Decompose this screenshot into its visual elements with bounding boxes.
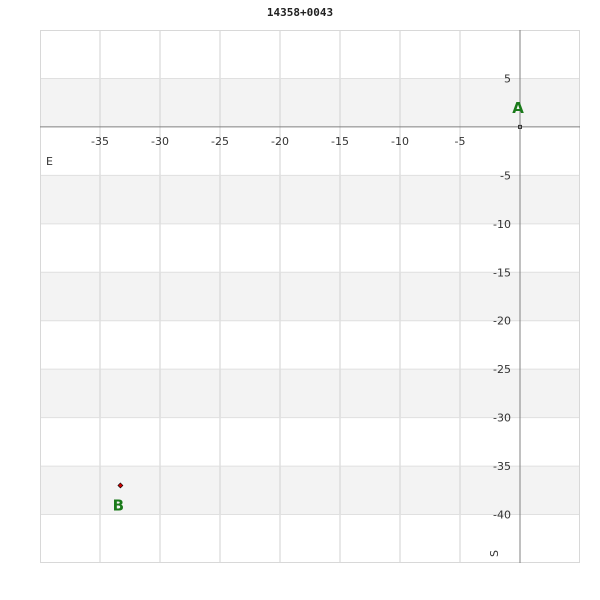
x-tick-label: -25 <box>211 135 229 148</box>
point-label: B <box>113 496 124 514</box>
y-tick-label: 5 <box>504 72 511 85</box>
chart-title: 14358+0043 <box>266 6 334 19</box>
y-tick-label: -10 <box>493 218 511 231</box>
x-tick-label: -35 <box>91 135 109 148</box>
shaded-band <box>40 466 580 515</box>
x-tick-label: -15 <box>331 135 349 148</box>
shaded-band <box>40 369 580 418</box>
y-tick-label: -15 <box>493 266 511 279</box>
point-marker <box>117 482 124 489</box>
y-tick-label: -5 <box>500 169 511 182</box>
y-tick-label: -30 <box>493 412 511 425</box>
x-tick-label: -30 <box>151 135 169 148</box>
shaded-band <box>40 272 580 321</box>
x-tick-label: -10 <box>391 135 409 148</box>
y-tick-label: -20 <box>493 315 511 328</box>
plot-border <box>40 30 580 563</box>
x-axis-label: E <box>46 155 53 168</box>
point-label: A <box>512 99 524 117</box>
y-tick-label: -25 <box>493 363 511 376</box>
y-tick-label: -35 <box>493 460 511 473</box>
shaded-band <box>40 78 580 127</box>
x-tick-label: -5 <box>455 135 466 148</box>
y-axis-label: S <box>488 550 501 557</box>
shaded-band <box>40 175 580 224</box>
x-tick-label: -20 <box>271 135 289 148</box>
y-tick-label: -40 <box>493 509 511 522</box>
point-marker <box>518 124 522 129</box>
